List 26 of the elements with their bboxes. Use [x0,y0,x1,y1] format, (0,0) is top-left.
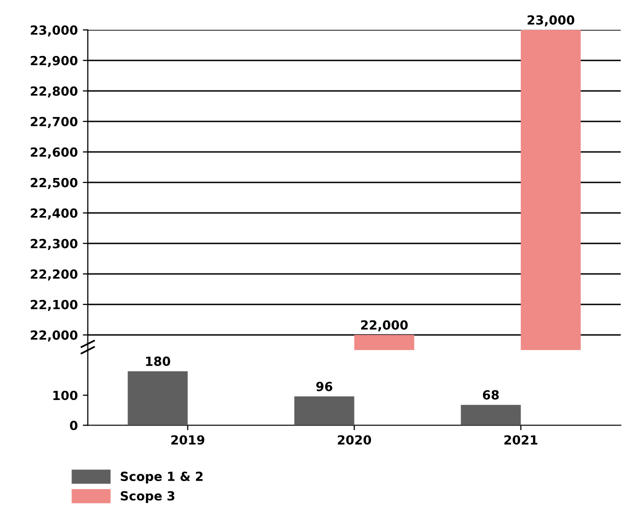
y-tick-label: 22,000 [30,330,78,342]
data-label: 68 [482,390,499,400]
x-tick-label: 2021 [504,435,538,445]
bar [294,396,354,426]
y-tick-label: 22,500 [30,178,78,189]
y-tick-label: 22,800 [30,86,78,98]
y-tick-label: 23,000 [30,25,78,36]
y-tick-label: 22,400 [30,208,78,220]
legend-label: Scope 3 [120,491,174,503]
x-tick-label: 2019 [171,435,204,445]
data-label: 22,000 [361,320,408,332]
y-tick-label: 0 [70,420,78,430]
y-tick-label: 22,900 [30,56,78,67]
data-label: 23,000 [528,15,574,26]
x-tick-label: 2020 [338,435,372,445]
y-tick-label: 100 [53,390,78,400]
y-tick-label: 22,100 [30,300,78,311]
data-label: 96 [316,382,332,392]
legend-label: Scope 1 & 2 [120,472,203,484]
data-label: 180 [146,356,170,366]
y-tick-label: 22,200 [30,269,78,280]
bar [460,404,521,426]
y-tick-label: 22,600 [30,147,78,158]
y-tick-label: 22,700 [30,116,78,128]
y-tick-label: 22,300 [30,238,78,250]
bar [128,371,188,426]
